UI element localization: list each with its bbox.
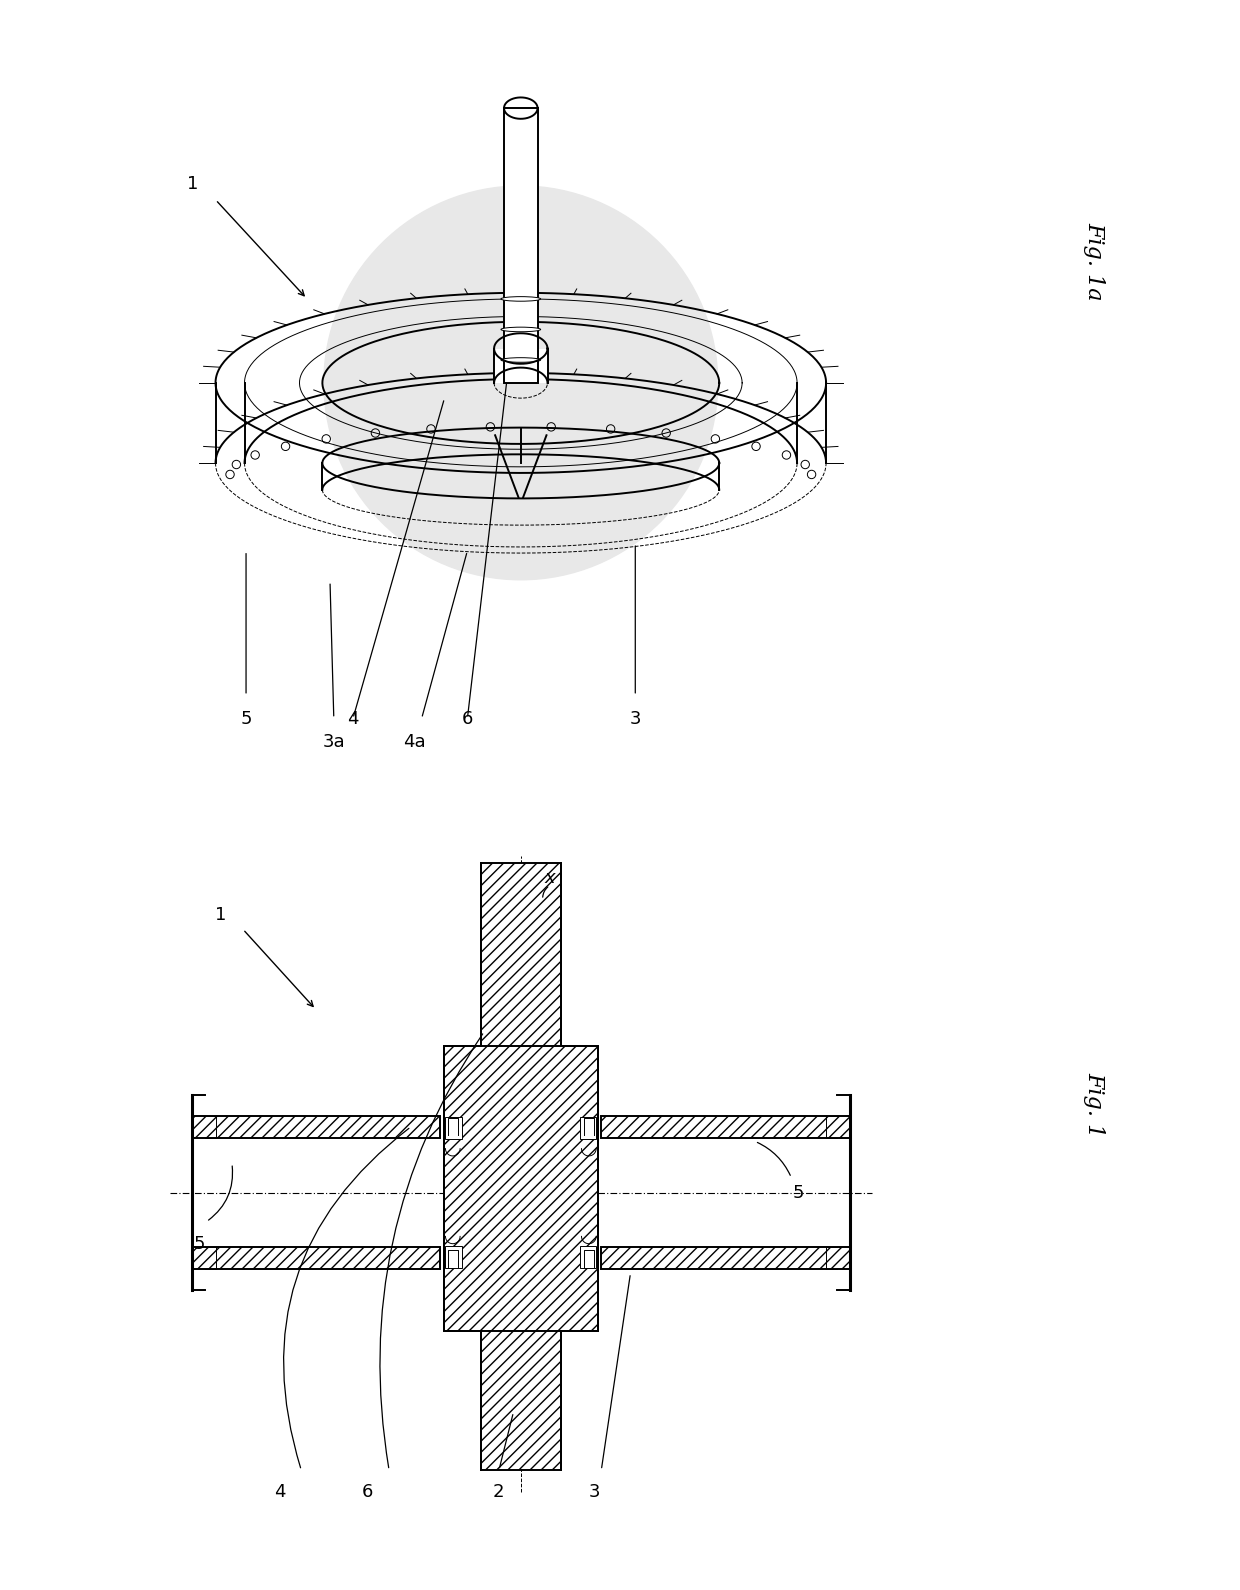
Bar bbox=[601, 1247, 849, 1269]
Bar bbox=[192, 1116, 440, 1138]
Text: 1: 1 bbox=[187, 175, 198, 194]
Bar bbox=[494, 348, 548, 383]
Text: 3: 3 bbox=[588, 1483, 600, 1501]
Text: Fig. 1a: Fig. 1a bbox=[1084, 221, 1105, 301]
Bar bbox=[481, 863, 560, 1471]
Text: 5: 5 bbox=[193, 1235, 205, 1253]
Text: 1: 1 bbox=[216, 906, 227, 924]
Bar bbox=[481, 863, 560, 1471]
Bar bbox=[601, 1116, 849, 1138]
Ellipse shape bbox=[501, 358, 541, 363]
Bar bbox=[580, 1118, 596, 1138]
Text: 4: 4 bbox=[347, 709, 358, 728]
Text: 4a: 4a bbox=[403, 733, 425, 750]
Text: 3a: 3a bbox=[322, 733, 345, 750]
Ellipse shape bbox=[501, 328, 541, 332]
Bar bbox=[503, 108, 538, 383]
Text: 5: 5 bbox=[794, 1183, 805, 1202]
Text: 3: 3 bbox=[630, 709, 641, 728]
Bar bbox=[444, 1046, 598, 1331]
Text: 4: 4 bbox=[274, 1483, 285, 1501]
Bar bbox=[580, 1247, 596, 1267]
Bar bbox=[444, 1046, 598, 1331]
Bar bbox=[601, 1116, 849, 1138]
Bar bbox=[192, 1247, 440, 1269]
Bar bbox=[445, 1118, 461, 1138]
Circle shape bbox=[324, 186, 718, 580]
Text: 5: 5 bbox=[241, 709, 252, 728]
Bar bbox=[192, 1116, 440, 1138]
Bar bbox=[192, 1247, 440, 1269]
Ellipse shape bbox=[501, 297, 541, 301]
Text: 6: 6 bbox=[461, 709, 474, 728]
Text: 2: 2 bbox=[494, 1483, 505, 1501]
Text: 6: 6 bbox=[362, 1483, 373, 1501]
Text: x: x bbox=[544, 870, 556, 887]
Text: Fig. 1: Fig. 1 bbox=[1084, 1072, 1105, 1137]
Bar bbox=[601, 1247, 849, 1269]
Bar bbox=[445, 1247, 461, 1267]
